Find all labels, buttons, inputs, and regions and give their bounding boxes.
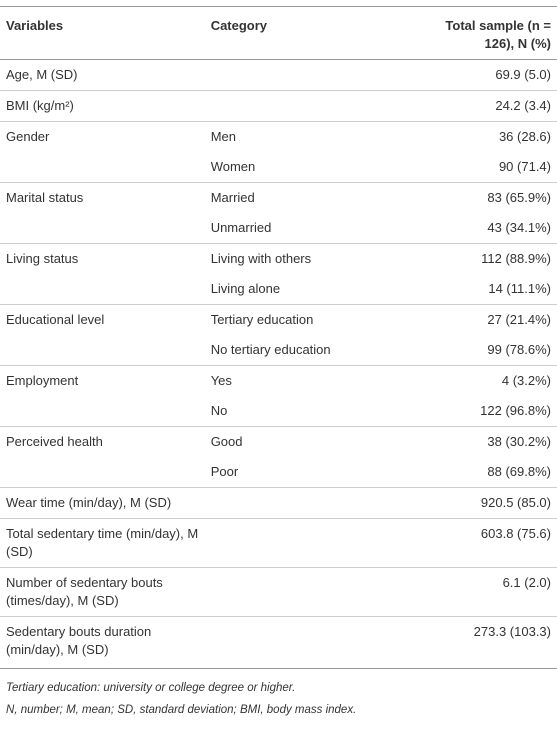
table-cell: 920.5 (85.0) xyxy=(388,487,557,519)
table-row: Marital status Married 83 (65.9%) xyxy=(0,182,557,213)
table-cell xyxy=(204,518,389,568)
table-cell: Living alone xyxy=(210,281,281,296)
page: Variables Category Total sample (n = 126),… xyxy=(0,6,557,729)
header-cell: Variables xyxy=(0,6,205,60)
header-row: Variables Category Total sample (n = 126),… xyxy=(0,6,557,60)
table-cell: Men xyxy=(204,121,389,152)
table-cell: 27 (21.4%) xyxy=(388,304,557,335)
table-cell: Age, M (SD) xyxy=(6,67,78,82)
table-cell xyxy=(0,396,205,427)
table-cell: Yes xyxy=(204,365,389,396)
table-cell xyxy=(204,616,389,669)
table-cell: Married xyxy=(204,182,389,213)
table-cell: Unmarried xyxy=(210,220,272,235)
table-cell: Living status xyxy=(0,243,205,274)
table-row: Unmarried 43 (34.1%) xyxy=(0,213,557,244)
table-cell: Employment xyxy=(0,365,205,396)
table-row: Perceived health Good 38 (30.2%) xyxy=(0,426,557,457)
table-cell: Educational level xyxy=(0,304,205,335)
table-cell: 122 (96.8%) xyxy=(480,403,551,418)
table-row: Living status Living with others 112 (88.9… xyxy=(0,243,557,274)
table-cell: Gender xyxy=(0,121,205,152)
table-cell: 603.8 (75.6) xyxy=(388,518,557,568)
table-cell: Sedentary bouts duration (min/day), M (S… xyxy=(0,616,205,669)
table-cell: 112 (88.9%) xyxy=(388,243,557,274)
table-cell xyxy=(0,152,205,183)
table-row: Women 90 (71.4) xyxy=(0,152,557,183)
table-cell: 36 (28.6) xyxy=(388,121,557,152)
data-table: Variables Category Total sample (n = 126),… xyxy=(0,6,557,669)
table-cell xyxy=(0,457,205,488)
table-row: Total sedentary time (min/day), M (SD) 60… xyxy=(0,518,557,568)
table-cell: 69.9 (5.0) xyxy=(495,67,551,82)
table-cell: 6.1 (2.0) xyxy=(388,567,557,617)
table-cell: 43 (34.1%) xyxy=(487,220,551,235)
header-cell: Category xyxy=(204,6,389,60)
table-cell: No xyxy=(210,403,228,418)
table-cell: 99 (78.6%) xyxy=(487,342,551,357)
table-cell: No tertiary education xyxy=(210,342,331,357)
table-cell: Marital status xyxy=(0,182,205,213)
table-cell xyxy=(0,213,205,244)
table-cell: Living with others xyxy=(204,243,389,274)
table-row: Sedentary bouts duration (min/day), M (S… xyxy=(0,616,557,669)
table-row: Poor 88 (69.8%) xyxy=(0,457,557,488)
table-body: Age, M (SD) 69.9 (5.0) BMI (kg/m²) 24.2 (3.… xyxy=(0,60,557,669)
table-row: Gender Men 36 (28.6) xyxy=(0,121,557,152)
table-row: Age, M (SD) 69.9 (5.0) xyxy=(0,60,557,91)
footnote: N, number; M, mean; SD, standard deviati… xyxy=(6,704,357,716)
table-cell xyxy=(0,274,205,305)
table-cell: 14 (11.1%) xyxy=(488,281,551,296)
table-row: Employment Yes 4 (3.2%) xyxy=(0,365,557,396)
table-row: No 122 (96.8%) xyxy=(0,396,557,427)
table-cell: Poor xyxy=(210,464,239,479)
table-cell: 88 (69.8%) xyxy=(487,464,551,479)
table-cell xyxy=(204,487,389,519)
table-cell: Perceived health xyxy=(0,426,205,457)
table-cell: 4 (3.2%) xyxy=(388,365,557,396)
table-row: Living alone 14 (11.1%) xyxy=(0,274,557,305)
table-cell: Women xyxy=(210,159,256,174)
table-row: No tertiary education 99 (78.6%) xyxy=(0,335,557,366)
table-cell xyxy=(204,90,389,122)
table-cell: 273.3 (103.3) xyxy=(388,616,557,669)
table-cell: 38 (30.2%) xyxy=(388,426,557,457)
table-cell: 83 (65.9%) xyxy=(388,182,557,213)
footnote: Tertiary education: university or colleg… xyxy=(6,682,296,694)
table-row: Wear time (min/day), M (SD) 920.5 (85.0) xyxy=(0,487,557,519)
table-row: Educational level Tertiary education 27 (2… xyxy=(0,304,557,335)
table-cell: 24.2 (3.4) xyxy=(388,90,557,122)
header-cell: Total sample (n = 126), N (%) xyxy=(388,6,557,60)
table-cell: 90 (71.4) xyxy=(498,159,551,174)
table-cell: Total sedentary time (min/day), M (SD) xyxy=(0,518,205,568)
table-cell xyxy=(205,60,389,91)
table-cell xyxy=(204,567,389,617)
table-cell: Good xyxy=(204,426,389,457)
table-cell: Number of sedentary bouts (times/day), M… xyxy=(0,567,205,617)
footnotes: Tertiary education: university or colleg… xyxy=(0,669,557,729)
table-cell: Tertiary education xyxy=(204,304,389,335)
table-cell: Wear time (min/day), M (SD) xyxy=(0,487,205,519)
table-cell xyxy=(0,335,205,366)
table-cell: BMI (kg/m²) xyxy=(0,90,205,122)
table-row: Number of sedentary bouts (times/day), M… xyxy=(0,567,557,617)
table-row: BMI (kg/m²) 24.2 (3.4) xyxy=(0,90,557,122)
